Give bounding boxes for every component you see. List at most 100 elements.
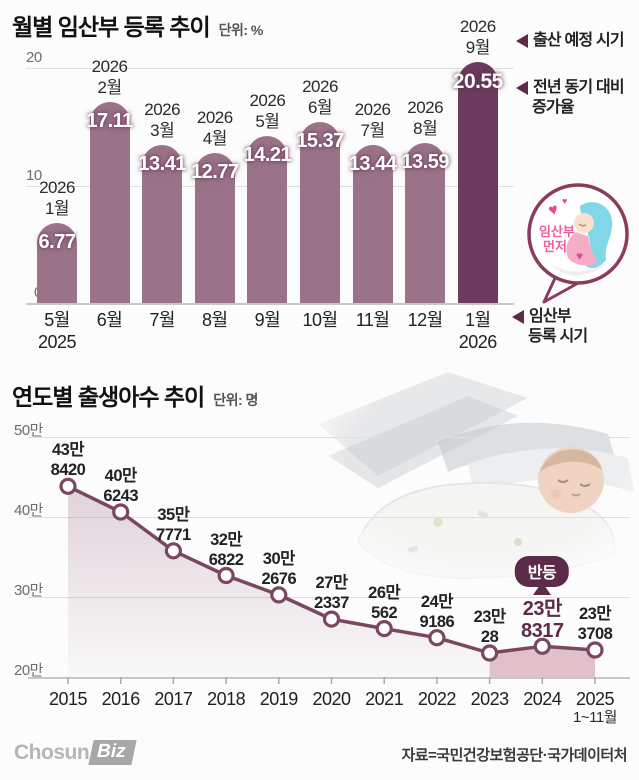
sticker-text-line1: 임산부 — [539, 224, 575, 239]
bar — [247, 136, 288, 303]
data-point-marker — [270, 586, 288, 604]
baby-photo — [318, 372, 639, 580]
x-axis-label: 2025 1~11월 — [573, 689, 617, 726]
chart2-unit: 단위: 명 — [213, 392, 258, 408]
bar-period-label: 2026 7월 — [354, 100, 391, 141]
x-axis-label: 11월 — [355, 310, 390, 330]
woman-dress — [566, 232, 598, 266]
data-point-marker — [217, 566, 235, 585]
data-point-marker — [59, 477, 77, 495]
svg-text:♥: ♥ — [547, 201, 561, 220]
annotation-reg-line2: 등록 시기 — [528, 328, 588, 345]
x-axis-label: 2022 — [417, 689, 457, 709]
annotation-yoy: 전년 동기 대비 증가율 — [516, 78, 625, 118]
annotation-yoy-line2: 증가율 — [532, 99, 575, 116]
svg-text:♥: ♥ — [576, 249, 583, 263]
woman-face — [574, 213, 594, 233]
bar-period-label: 2026 2월 — [91, 56, 128, 97]
chart2-title: 연도별 출생아수 추이 — [12, 384, 205, 410]
births-line-chart — [59, 477, 604, 684]
x-axis-label: 5월 2025 — [37, 310, 77, 352]
c2-gridline-50 — [28, 437, 630, 438]
left-arrow-icon — [516, 34, 528, 48]
annotation-registration: 임산부 등록 시기 — [512, 307, 588, 347]
x-axis-label: 6월 — [96, 310, 123, 330]
x-axis-label: 1월 2026 — [458, 310, 498, 352]
heart-icon: ♥ ♥ ♥ — [547, 196, 583, 263]
bar — [352, 145, 393, 303]
bar-value-label: 15.37 — [296, 130, 344, 153]
svg-text:♥: ♥ — [562, 196, 567, 206]
data-point-marker — [428, 629, 446, 647]
bar — [142, 145, 183, 303]
bar-period-label: 2026 4월 — [196, 107, 233, 148]
data-point-marker — [164, 542, 182, 560]
annotation-due-time: 출산 예정 시기 — [516, 31, 625, 51]
bar-value-label: 17.11 — [86, 109, 133, 132]
data-point-marker — [586, 641, 604, 659]
chart2-header: 연도별 출생아수 추이 단위: 명 — [12, 378, 258, 412]
rebound-zone-fill — [489, 646, 595, 677]
chart1-title: 월별 임산부 등록 추이 — [12, 14, 211, 40]
bar — [300, 122, 340, 303]
annotation-yoy-line1: 전년 동기 대비 — [533, 79, 625, 96]
bar-value-label: 13.44 — [348, 153, 397, 176]
x-axis-label: 10월 — [302, 310, 338, 330]
annotation-due-time-label: 출산 예정 시기 — [533, 32, 625, 49]
bar-period-label: 2026 3월 — [144, 100, 181, 141]
x-axis-label: 2021 — [365, 689, 404, 709]
pillow-shape — [550, 262, 608, 276]
bar-value-label: 13.59 — [401, 151, 449, 174]
c1-gridline-20 — [26, 68, 514, 69]
x-axis-label: 2020 — [312, 689, 351, 709]
c1-ytick-10: 10 — [26, 167, 42, 184]
rebound-badge: 반등 — [514, 556, 570, 587]
data-point-marker — [533, 637, 551, 655]
data-point-marker — [481, 644, 499, 662]
c1-ytick-0: 0 — [34, 284, 42, 301]
x-axis-label: 2019 — [259, 689, 299, 709]
area-fill — [68, 486, 595, 677]
c1-ytick-20: 20 — [26, 49, 42, 66]
x-axis-label: 9월 — [254, 310, 281, 330]
c1-gridline-10 — [26, 186, 514, 187]
bar-period-label: 2026 6월 — [302, 77, 338, 118]
chosunbiz-logo: Chosun Biz — [14, 740, 137, 765]
left-arrow-icon — [516, 81, 528, 95]
up-arrow-icon — [533, 582, 551, 595]
c2-ytick-40: 40만 — [14, 502, 44, 519]
annotation-reg-line1: 임산부 — [529, 308, 572, 325]
data-point-marker — [322, 610, 341, 628]
c1-axis-baseline — [26, 303, 514, 305]
bar-value-label: 12.77 — [191, 160, 239, 183]
bar — [194, 152, 235, 303]
x-axis-label: 2023 — [470, 689, 510, 709]
bar-period-label: 2026 9월 — [459, 16, 496, 57]
bar — [89, 101, 130, 303]
logo-chosun-text: Chosun — [14, 740, 90, 764]
bar — [405, 143, 446, 303]
x-axis-label: 2017 — [154, 689, 193, 709]
bar-value-label: 13.41 — [138, 153, 186, 176]
pregnant-first-sticker: ♥ ♥ ♥ 임산부 먼저 — [527, 183, 629, 304]
sticker-text-line2: 먼저 — [543, 239, 567, 254]
x-axis-label: 7월 — [149, 310, 175, 330]
c2-ytick-20: 20만 — [14, 662, 44, 679]
left-arrow-icon — [512, 310, 524, 324]
bar-period-label: 2026 8월 — [407, 98, 444, 139]
bar-period-label: 2026 5월 — [249, 91, 286, 132]
data-source: 자료=국민건강보험공단·국가데이터처 — [401, 747, 627, 764]
data-point-marker — [112, 503, 130, 521]
data-point-marker — [375, 620, 393, 638]
bar — [457, 61, 498, 303]
c2-gridline-40 — [28, 517, 630, 518]
chart1-header: 월별 임산부 등록 추이 단위: % — [12, 8, 263, 42]
x-axis-label: 8월 — [202, 310, 228, 330]
bar-value-label: 14.21 — [243, 144, 292, 167]
c2-axis-baseline — [28, 677, 630, 679]
x-axis-label: 2024 — [523, 689, 562, 709]
bar-value-label: 20.55 — [452, 69, 504, 93]
bar — [37, 223, 77, 303]
x-axis-label: 2018 — [207, 689, 246, 709]
